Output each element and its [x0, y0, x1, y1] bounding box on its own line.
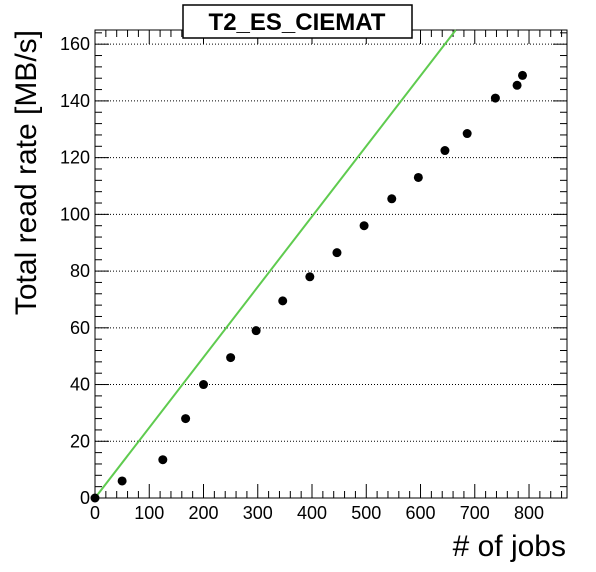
data-point [490, 93, 500, 103]
y-tick-labels: 0 20 40 60 80 100 120 140 160 [60, 34, 90, 508]
y-tick-label: 80 [70, 261, 90, 281]
title-box [182, 4, 413, 39]
x-tick-label: 400 [297, 503, 327, 523]
data-point [278, 296, 288, 306]
y-tick-label: 0 [80, 488, 90, 508]
x-tick-labels: 0 100 200 300 400 500 600 700 800 [90, 503, 544, 523]
x-tick-label: 500 [351, 503, 381, 523]
x-axis-label: # of jobs [453, 530, 566, 563]
y-tick-label: 100 [60, 204, 90, 224]
data-point [332, 248, 342, 258]
x-tick-label: 300 [243, 503, 273, 523]
y-tick-label: 140 [60, 91, 90, 111]
data-point [512, 80, 522, 90]
data-point [158, 455, 168, 465]
y-tick-label: 160 [60, 34, 90, 54]
data-point [117, 476, 127, 486]
data-point [181, 414, 191, 424]
x-tick-label: 700 [460, 503, 490, 523]
data-point [387, 194, 397, 204]
data-point [359, 221, 369, 231]
grid [95, 43, 567, 442]
data-point [440, 146, 450, 156]
x-tick-label: 200 [188, 503, 218, 523]
data-point [413, 172, 423, 182]
x-tick-label: 600 [405, 503, 435, 523]
data-point [305, 272, 315, 282]
y-tick-label: 120 [60, 148, 90, 168]
x-tick-label: 100 [134, 503, 164, 523]
x-tick-label: 800 [514, 503, 544, 523]
data-point [251, 326, 261, 336]
chart-title: T2_ES_CIEMAT [209, 9, 386, 36]
y-tick-label: 60 [70, 318, 90, 338]
y-tick-label: 40 [70, 375, 90, 395]
data-point [90, 493, 100, 503]
data-point [462, 129, 472, 139]
y-tick-label: 20 [70, 431, 90, 451]
data-point [199, 380, 209, 390]
x-tick-label: 0 [90, 503, 100, 523]
data-point [518, 70, 528, 80]
series-layer [90, 29, 528, 503]
y-axis-label: Total read rate [MB/s] [10, 30, 43, 315]
reference-line [94, 29, 457, 499]
data-point [226, 353, 236, 363]
